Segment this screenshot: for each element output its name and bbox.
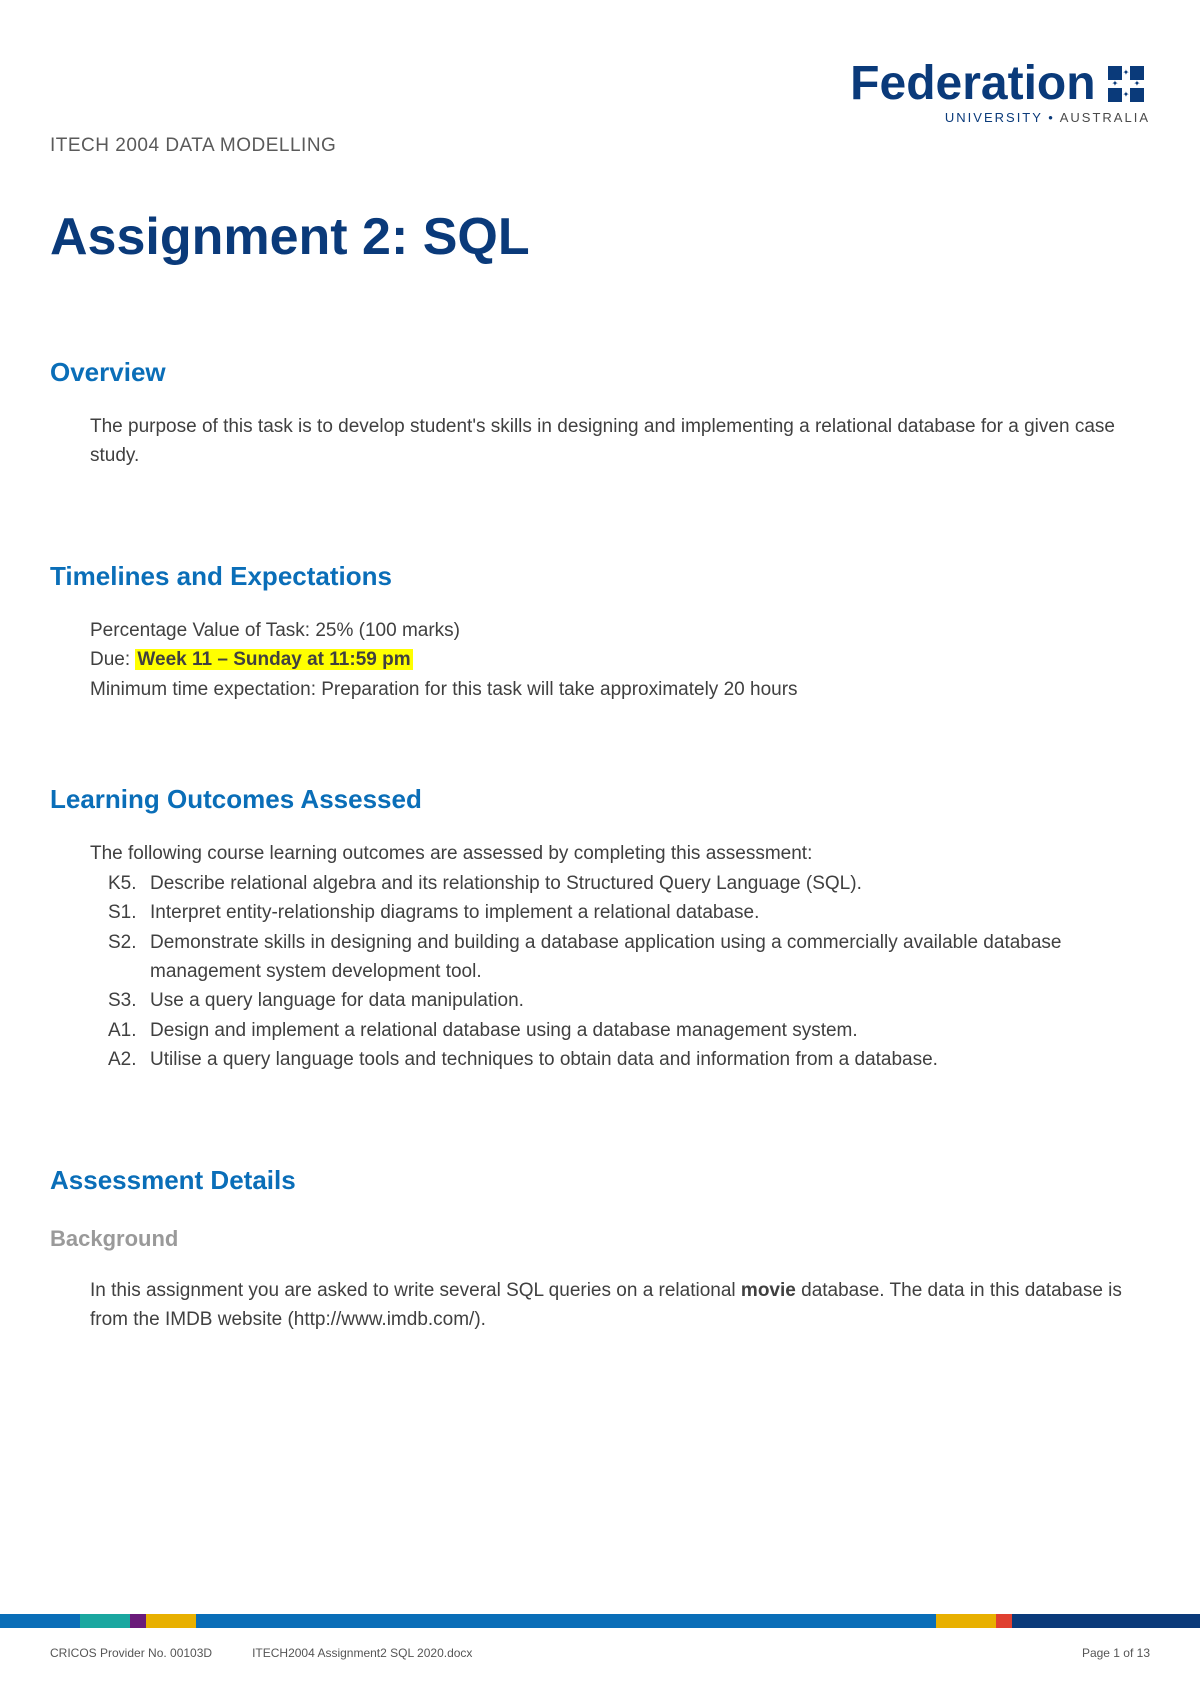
timelines-percentage: Percentage Value of Task: 25% (100 marks… xyxy=(90,616,1150,645)
footer: CRICOS Provider No. 00103D ITECH2004 Ass… xyxy=(50,1646,1150,1660)
outcome-key: S2. xyxy=(108,928,150,987)
logo-wordmark: Federation xyxy=(850,60,1095,108)
timelines-minimum: Minimum time expectation: Preparation fo… xyxy=(90,675,1150,704)
outcome-text: Describe relational algebra and its rela… xyxy=(150,869,1150,898)
section-heading-assessment: Assessment Details xyxy=(50,1165,1150,1196)
outcome-item: A2.Utilise a query language tools and te… xyxy=(90,1045,1150,1074)
outcome-item: K5.Describe relational algebra and its r… xyxy=(90,869,1150,898)
outcome-text: Design and implement a relational databa… xyxy=(150,1016,1150,1045)
outcomes-block: The following course learning outcomes a… xyxy=(50,839,1150,1075)
university-logo: Federation ✦ ✦✦ ✦ UNIVERSITY • AUSTRALIA xyxy=(850,60,1150,125)
document-page: Federation ✦ ✦✦ ✦ UNIVERSITY • AUSTRALIA… xyxy=(0,0,1200,1335)
subsection-background: Background xyxy=(50,1226,1150,1252)
outcome-item: S1.Interpret entity-relationship diagram… xyxy=(90,898,1150,927)
outcome-item: A1.Design and implement a relational dat… xyxy=(90,1016,1150,1045)
section-heading-overview: Overview xyxy=(50,357,1150,388)
outcome-item: S2.Demonstrate skills in designing and b… xyxy=(90,928,1150,987)
footer-filename: ITECH2004 Assignment2 SQL 2020.docx xyxy=(252,1646,472,1660)
timelines-due: Due: Week 11 – Sunday at 11:59 pm xyxy=(90,645,1150,674)
footer-cricos: CRICOS Provider No. 00103D xyxy=(50,1646,212,1660)
outcome-item: S3.Use a query language for data manipul… xyxy=(90,986,1150,1015)
footer-page-number: Page 1 of 13 xyxy=(1082,1646,1150,1660)
section-heading-outcomes: Learning Outcomes Assessed xyxy=(50,784,1150,815)
overview-text: The purpose of this task is to develop s… xyxy=(50,412,1150,471)
header: Federation ✦ ✦✦ ✦ UNIVERSITY • AUSTRALIA xyxy=(50,60,1150,125)
outcome-key: S1. xyxy=(108,898,150,927)
logo-flag-icon: ✦ ✦✦ ✦ xyxy=(1108,66,1150,108)
page-title: Assignment 2: SQL xyxy=(50,207,1150,267)
outcome-key: S3. xyxy=(108,986,150,1015)
timelines-block: Percentage Value of Task: 25% (100 marks… xyxy=(50,616,1150,704)
outcome-key: K5. xyxy=(108,869,150,898)
outcome-text: Utilise a query language tools and techn… xyxy=(150,1045,1150,1074)
outcome-key: A1. xyxy=(108,1016,150,1045)
outcome-text: Interpret entity-relationship diagrams t… xyxy=(150,898,1150,927)
course-code: ITECH 2004 DATA MODELLING xyxy=(50,135,1150,157)
footer-color-bar xyxy=(0,1614,1200,1628)
outcome-text: Use a query language for data manipulati… xyxy=(150,986,1150,1015)
due-highlight: Week 11 – Sunday at 11:59 pm xyxy=(135,649,412,670)
section-heading-timelines: Timelines and Expectations xyxy=(50,561,1150,592)
outcome-text: Demonstrate skills in designing and buil… xyxy=(150,928,1150,987)
outcomes-intro: The following course learning outcomes a… xyxy=(90,839,1150,868)
outcome-key: A2. xyxy=(108,1045,150,1074)
logo-subtitle: UNIVERSITY • AUSTRALIA xyxy=(850,110,1150,125)
background-text: In this assignment you are asked to writ… xyxy=(50,1276,1150,1335)
